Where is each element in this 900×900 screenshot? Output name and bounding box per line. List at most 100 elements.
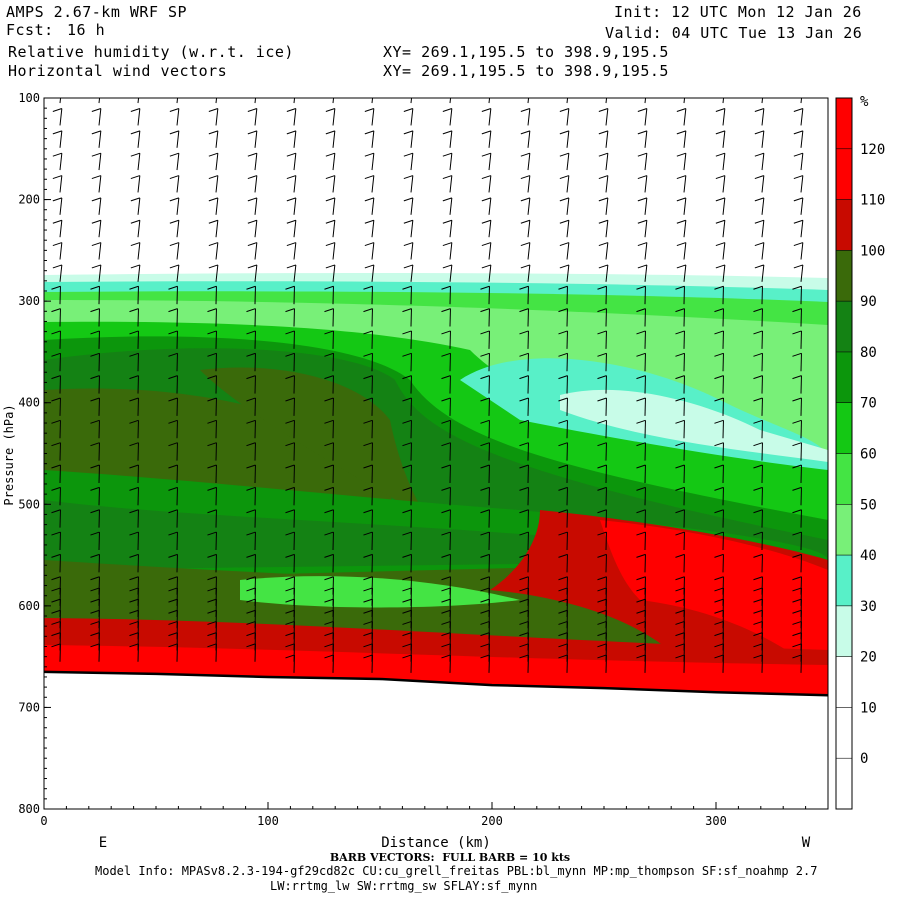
wind-barb-flag — [169, 108, 180, 112]
wind-barb-flag — [285, 609, 295, 614]
wind-barb-flag — [248, 86, 257, 89]
wind-barb-flag — [402, 609, 412, 614]
wind-barb-flag — [755, 86, 764, 89]
wind-barb — [722, 130, 726, 148]
wind-barb-flag — [52, 175, 63, 180]
wind-barb-flag — [51, 397, 61, 402]
wind-barb-flag — [364, 108, 375, 112]
wind-barb-flag — [753, 643, 763, 648]
wind-barb-flag — [52, 219, 63, 224]
wind-barb-flag — [208, 264, 219, 269]
wind-barb-flag — [53, 86, 62, 89]
wind-barb-flag — [675, 464, 685, 469]
wind-barb-flag — [598, 152, 609, 157]
wind-barb-flag — [597, 352, 607, 357]
field-title-1: Relative humidity (w.r.t. ice) — [8, 43, 294, 61]
wind-barb-flag — [246, 643, 256, 648]
wind-barb-flag — [51, 442, 61, 447]
wind-barb-flag — [636, 620, 646, 625]
wind-barb-flag — [363, 330, 373, 335]
wind-barb — [176, 98, 179, 104]
wind-barb-flag — [753, 486, 763, 491]
wind-barb-flag — [559, 130, 570, 135]
wind-barb-flag — [364, 242, 375, 247]
wind-barb-flag — [51, 285, 61, 290]
wind-barb-flag — [51, 553, 61, 558]
wind-barb — [527, 108, 531, 126]
wind-barb — [254, 264, 258, 282]
wind-barb-flag — [402, 397, 412, 402]
wind-barb-flag — [716, 86, 725, 89]
y-tick-label: 400 — [18, 396, 40, 410]
wind-barb — [800, 242, 804, 260]
wind-barb — [722, 175, 726, 193]
wind-barb-flag — [324, 576, 334, 581]
wind-barb-flag — [51, 352, 61, 357]
wind-barb-flag — [521, 86, 530, 89]
wind-barb — [98, 242, 102, 260]
wind-barb-flag — [51, 419, 61, 424]
wind-barb-flag — [637, 264, 648, 269]
wind-barb — [761, 108, 765, 126]
wind-barb-flag — [558, 598, 568, 603]
wind-barb-flag — [519, 442, 529, 447]
wind-barb-flag — [285, 632, 295, 637]
wind-barb-flag — [285, 464, 295, 469]
wind-barb-flag — [325, 197, 336, 202]
wind-barb-flag — [246, 632, 256, 637]
colorbar-swatch — [836, 98, 852, 149]
wind-barb-flag — [207, 464, 217, 469]
wind-barb — [215, 130, 219, 148]
wind-barb — [98, 153, 102, 171]
wind-barb — [410, 197, 414, 215]
wind-barb-flag — [597, 553, 607, 558]
wind-barb-flag — [558, 531, 568, 536]
wind-barb-flag — [598, 175, 609, 180]
wind-barb-flag — [598, 264, 609, 269]
wind-barb-flag — [402, 643, 412, 648]
x-end-label-left: E — [99, 835, 107, 851]
wind-barb-flag — [90, 464, 100, 469]
wind-barb-flag — [402, 553, 412, 558]
wind-barb-flag — [169, 242, 180, 247]
x-end-label-right: W — [802, 835, 811, 851]
wind-barb-flag — [520, 242, 531, 247]
wind-barb — [449, 220, 453, 238]
wind-barb-flag — [754, 197, 765, 202]
wind-barb-flag — [637, 130, 648, 135]
wind-barb-flag — [208, 130, 219, 135]
wind-barb-flag — [637, 152, 648, 157]
wind-barb — [605, 264, 609, 282]
wind-barb — [683, 220, 687, 238]
wind-barb-flag — [598, 242, 609, 247]
wind-barb-flag — [792, 330, 802, 335]
wind-barb-flag — [753, 620, 763, 625]
wind-barb-flag — [480, 587, 490, 592]
wind-barb-flag — [441, 285, 451, 290]
wind-barb-flag — [481, 152, 492, 157]
wind-barb-flag — [90, 609, 100, 614]
colorbar-swatch — [836, 402, 852, 454]
wind-barb-flag — [286, 108, 297, 112]
wind-barb-flag — [130, 108, 141, 112]
wind-barb — [488, 264, 492, 282]
wind-barb-flag — [636, 330, 646, 335]
wind-barb-flag — [168, 598, 178, 603]
wind-barb-flag — [168, 620, 178, 625]
wind-barb-flag — [792, 643, 802, 648]
colorbar-label: 110 — [860, 193, 885, 209]
wind-barb-flag — [675, 352, 685, 357]
wind-barb-flag — [168, 486, 178, 491]
wind-barb-flag — [558, 442, 568, 447]
wind-barb-flag — [636, 308, 646, 313]
wind-barb — [98, 175, 102, 193]
wind-barb-flag — [636, 609, 646, 614]
wind-barb-flag — [676, 219, 687, 224]
wind-barb — [410, 220, 414, 238]
wind-barb-flag — [480, 598, 490, 603]
wind-barb — [449, 130, 453, 148]
wind-barb-flag — [129, 643, 139, 648]
wind-barb — [410, 130, 414, 148]
wind-barb-flag — [246, 486, 256, 491]
wind-barb — [527, 264, 531, 282]
